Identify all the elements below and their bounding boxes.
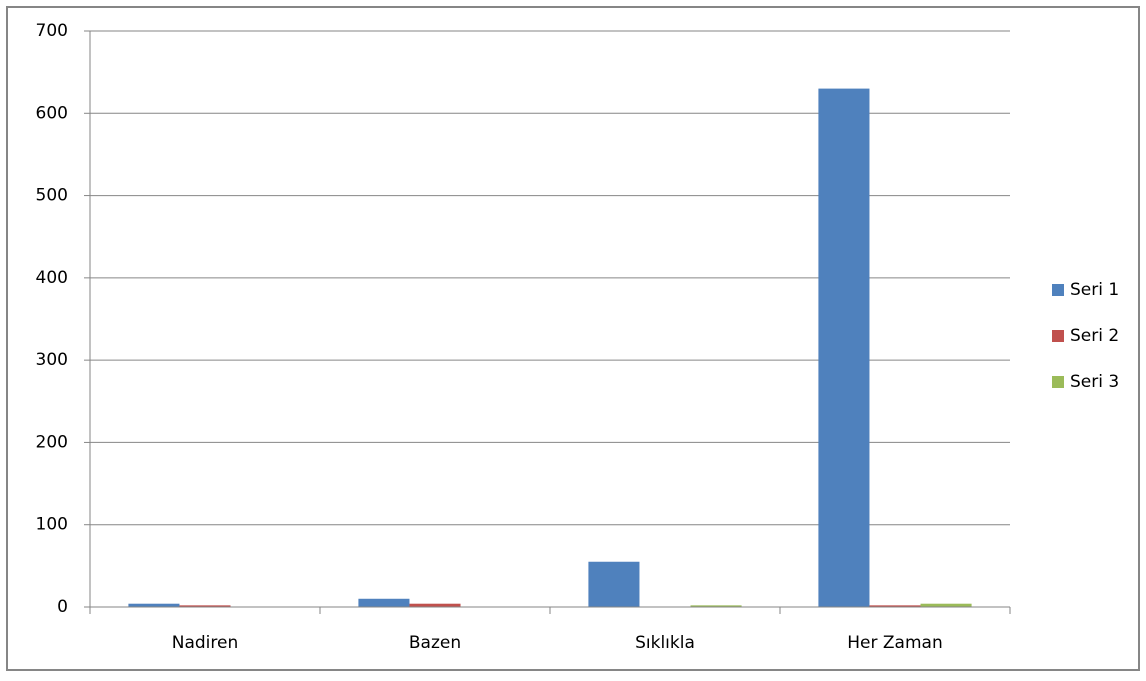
bar [869,605,921,607]
legend-label: Seri 2 [1070,326,1119,346]
legend-swatch [1052,376,1064,388]
y-tick-label: 600 [36,103,68,123]
y-tick-label: 400 [36,268,68,288]
bar [179,605,231,607]
x-tick-label: Bazen [409,633,461,653]
bar [818,88,870,608]
x-tick-label: Sıklıkla [635,633,695,653]
y-tick-label: 200 [36,432,68,452]
legend-swatch [1052,330,1064,342]
legend-swatch [1052,284,1064,296]
bar [920,603,972,607]
bar [588,561,640,607]
y-tick-label: 100 [36,515,68,535]
legend-label: Seri 1 [1070,280,1119,300]
bar [128,603,180,607]
bar [409,603,461,607]
chart-border [6,6,1140,671]
y-tick-label: 0 [57,597,68,617]
x-tick-label: Nadiren [172,633,239,653]
x-tick-label: Her Zaman [847,633,942,653]
legend-label: Seri 3 [1070,372,1119,392]
y-tick-label: 300 [36,350,68,370]
bar [690,605,742,607]
y-tick-label: 700 [36,21,68,41]
bar [358,598,410,607]
y-tick-label: 500 [36,186,68,206]
